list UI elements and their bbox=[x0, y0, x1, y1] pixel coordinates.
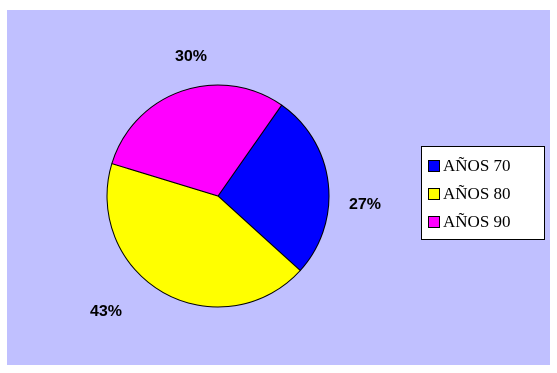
legend-item-anos-70: AÑOS 70 bbox=[428, 152, 544, 180]
data-label-anos-80: 43% bbox=[90, 303, 123, 320]
data-label-anos-70: 27% bbox=[349, 196, 382, 213]
legend-label-anos-90: AÑOS 90 bbox=[443, 212, 511, 231]
legend-label-anos-70: AÑOS 70 bbox=[443, 156, 511, 175]
data-label-anos-90: 30% bbox=[175, 48, 208, 65]
pie-slice-anos-70 bbox=[217, 104, 330, 272]
legend-label-anos-80: AÑOS 80 bbox=[443, 184, 511, 203]
legend: AÑOS 70 AÑOS 80 AÑOS 90 bbox=[421, 146, 545, 240]
legend-swatch-anos-70 bbox=[428, 160, 440, 172]
legend-swatch-anos-90 bbox=[428, 216, 440, 228]
legend-item-anos-80: AÑOS 80 bbox=[428, 180, 544, 208]
legend-item-anos-90: AÑOS 90 bbox=[428, 208, 544, 236]
pie-slice-anos-90 bbox=[111, 84, 283, 197]
legend-swatch-anos-80 bbox=[428, 188, 440, 200]
pie-slice-anos-80 bbox=[106, 162, 301, 308]
